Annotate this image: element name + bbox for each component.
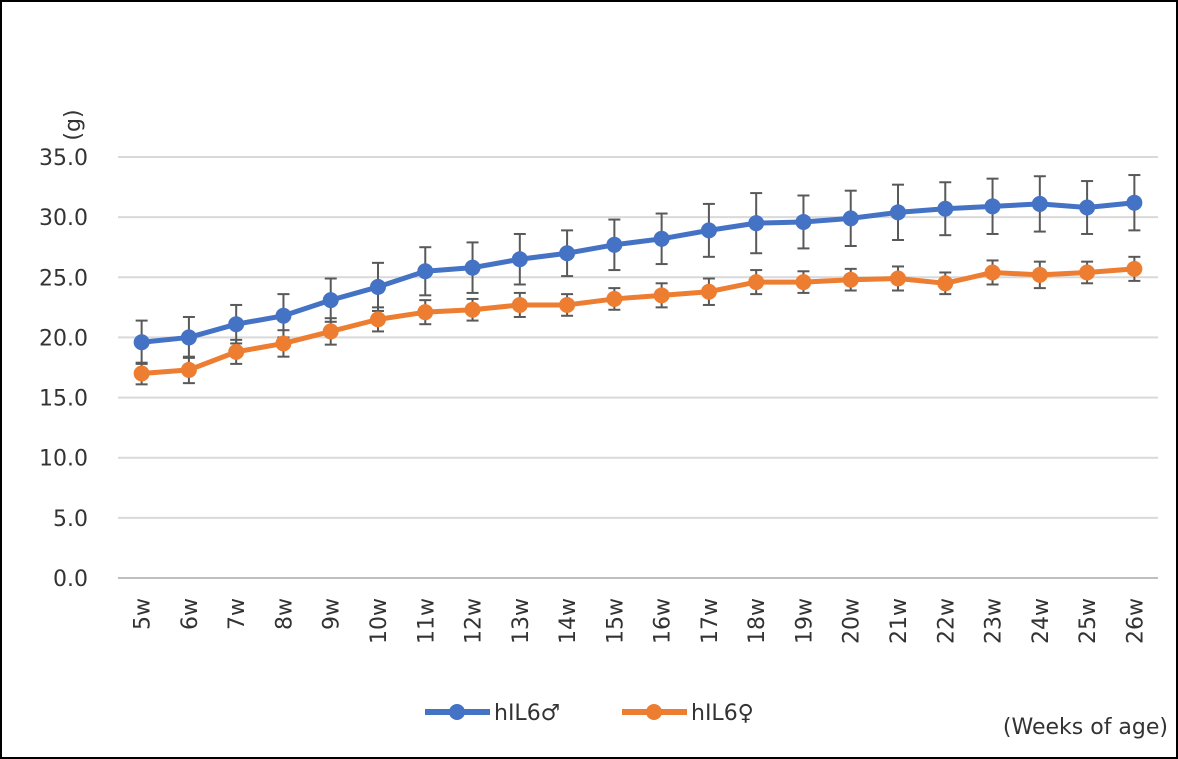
x-tick-label: 17w: [698, 598, 723, 644]
x-tick-label: 8w: [272, 598, 297, 630]
x-tick-label: 21w: [887, 598, 912, 644]
y-axis-ticks: 0.0 5.0 10.0 15.0 20.0 25.0 30.0 35.0: [39, 146, 88, 592]
y-tick-label: 25.0: [39, 266, 88, 291]
data-point-female: [370, 311, 386, 328]
x-tick-label: 16w: [651, 598, 676, 644]
data-point-female: [322, 323, 339, 340]
data-point-male: [417, 263, 434, 280]
data-point-male: [937, 200, 954, 217]
y-tick-label: 35.0: [39, 146, 88, 171]
x-tick-label: 25w: [1076, 598, 1101, 644]
data-point-female: [417, 304, 434, 321]
data-point-female: [180, 361, 197, 378]
data-point-female: [890, 270, 906, 287]
legend: hIL6♂ hIL6♀: [425, 701, 754, 726]
x-tick-label: 26w: [1123, 598, 1148, 644]
series-line-female: [141, 266, 1135, 377]
data-point-female: [228, 343, 245, 360]
data-point-female: [937, 275, 954, 292]
series-lines: [141, 200, 1135, 377]
data-point-female: [275, 335, 292, 352]
data-point-female: [795, 274, 812, 291]
y-tick-label: 5.0: [53, 507, 88, 532]
data-point-male: [511, 251, 528, 268]
data-point-female: [1079, 264, 1096, 281]
x-axis-ticks: 5w 6w 7w 8w 9w 10w 11w 12w 13w 14w 15w 16w 17w 18w 19w…: [131, 598, 1149, 644]
y-tick-label: 20.0: [39, 326, 88, 351]
data-point-male: [1031, 195, 1048, 212]
data-point-male: [464, 259, 481, 276]
data-point-male: [984, 198, 1001, 215]
x-tick-label: 18w: [745, 598, 770, 644]
data-point-male: [890, 204, 906, 221]
data-point-male: [370, 278, 386, 295]
x-tick-label: 7w: [225, 598, 250, 630]
data-points: [133, 194, 1143, 382]
legend-marker-female: [646, 704, 662, 720]
data-point-male: [795, 213, 812, 230]
gridlines: [118, 156, 1158, 579]
y-tick-label: 15.0: [39, 387, 88, 412]
legend-label-female: hIL6♀: [691, 701, 754, 726]
data-point-female: [700, 283, 717, 300]
data-point-male: [748, 215, 765, 232]
data-point-female: [653, 287, 670, 304]
x-tick-label: 13w: [509, 598, 534, 644]
data-point-female: [748, 274, 765, 291]
legend-marker-male: [449, 704, 465, 720]
legend-item-male: hIL6♂: [425, 701, 560, 726]
data-point-male: [1079, 199, 1096, 216]
data-point-female: [606, 290, 623, 307]
data-point-male: [228, 316, 245, 333]
x-tick-label: 9w: [320, 598, 345, 630]
series-line-male: [141, 200, 1135, 345]
data-point-male: [322, 292, 339, 309]
data-point-male: [842, 210, 859, 227]
x-tick-label: 22w: [934, 598, 959, 644]
data-point-male: [606, 236, 623, 253]
data-point-male: [559, 245, 576, 262]
data-point-male: [275, 307, 292, 324]
data-point-female: [559, 296, 576, 313]
y-tick-label: 10.0: [39, 447, 88, 472]
data-point-female: [511, 296, 528, 313]
data-point-female: [133, 365, 150, 382]
x-tick-label: 11w: [414, 598, 439, 644]
x-tick-label: 15w: [603, 598, 628, 644]
data-point-female: [842, 271, 859, 288]
x-tick-label: 20w: [840, 598, 865, 644]
x-tick-label: 23w: [982, 598, 1007, 644]
data-point-female: [984, 264, 1001, 281]
x-tick-label: 6w: [178, 598, 203, 630]
data-point-female: [464, 301, 481, 318]
x-tick-label: 14w: [556, 598, 581, 644]
y-tick-label: 30.0: [39, 206, 88, 231]
legend-label-male: hIL6♂: [494, 701, 560, 726]
data-point-male: [1126, 194, 1143, 211]
data-point-male: [700, 222, 717, 239]
x-axis-label: (Weeks of age): [1003, 715, 1168, 740]
legend-item-female: hIL6♀: [622, 701, 754, 726]
x-tick-label: 19w: [792, 598, 817, 644]
data-point-female: [1126, 260, 1143, 277]
y-axis-label: (g): [61, 109, 86, 140]
data-point-male: [653, 230, 670, 247]
data-point-female: [1031, 266, 1048, 283]
x-tick-label: 5w: [131, 598, 156, 630]
x-tick-label: 12w: [462, 598, 487, 644]
data-point-male: [133, 334, 150, 351]
error-bars: [135, 174, 1141, 386]
y-tick-label: 0.0: [53, 567, 88, 592]
data-point-male: [180, 329, 197, 346]
x-tick-label: 10w: [367, 598, 392, 644]
x-tick-label: 24w: [1029, 598, 1054, 644]
